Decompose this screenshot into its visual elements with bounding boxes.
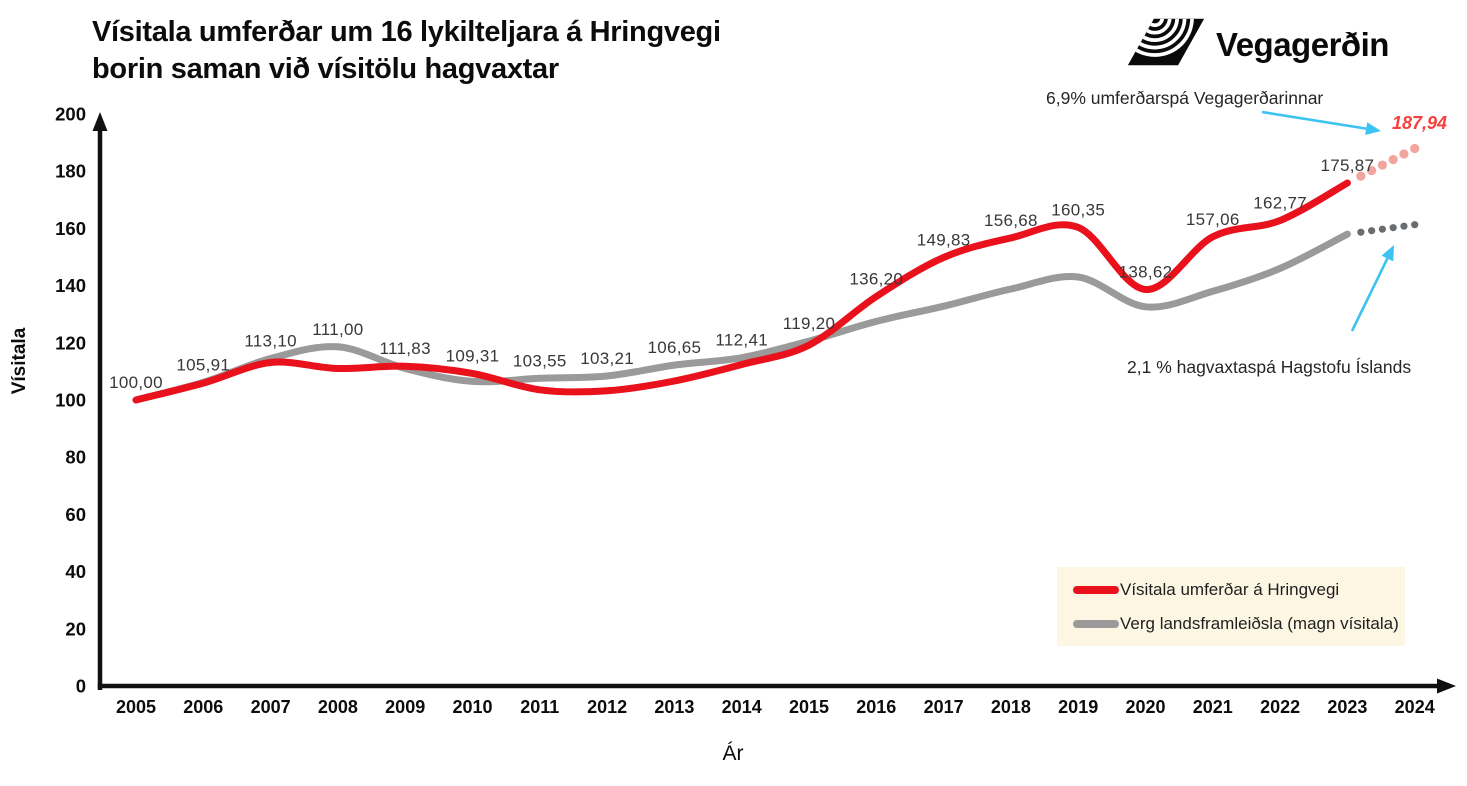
x-tick-label: 2018	[991, 697, 1031, 717]
x-tick-label: 2013	[654, 697, 694, 717]
traffic-forecast-dot	[1367, 165, 1377, 176]
gdp-forecast-dot	[1411, 221, 1419, 229]
chart-title: Vísitala umferðar um 16 lykilteljara á H…	[92, 14, 952, 88]
x-tick-label: 2014	[722, 697, 762, 717]
x-tick-label: 2023	[1327, 697, 1367, 717]
x-axis-title: Ár	[722, 742, 744, 765]
x-tick-label: 2005	[116, 697, 156, 717]
x-tick-label: 2006	[183, 697, 223, 717]
x-tick-label: 2010	[452, 697, 492, 717]
traffic-forecast-dot	[1388, 154, 1398, 165]
gdp-forecast-annotation: 2,1 % hagvaxtaspá Hagstofu Íslands	[1127, 357, 1412, 377]
data-label: 175,87	[1321, 156, 1375, 175]
data-label: 162,77	[1253, 193, 1307, 212]
legend-label-gdp: Verg landsframleiðsla (magn vísitala)	[1120, 613, 1399, 633]
traffic-line-path	[132, 179, 1351, 404]
chart-title-line2: borin saman við vísitölu hagvaxtar	[92, 53, 559, 86]
x-tick-label: 2007	[251, 697, 291, 717]
data-label: 112,41	[715, 331, 768, 350]
data-label: 100,00	[109, 373, 163, 392]
data-label: 109,31	[446, 346, 500, 365]
legend-item-traffic: Vísitala umferðar á Hringvegi	[1073, 580, 1405, 600]
x-tick-label: 2008	[318, 697, 358, 717]
x-tick-label: 2012	[587, 697, 627, 717]
y-tick-label: 120	[55, 332, 86, 353]
data-label: 156,68	[984, 211, 1038, 230]
legend-item-gdp: Verg landsframleiðsla (magn vísitala)	[1073, 614, 1405, 634]
x-tick-label: 2019	[1058, 697, 1098, 717]
x-tick-label: 2016	[856, 697, 896, 717]
gdp-forecast-dot	[1357, 228, 1365, 236]
vegagerdin-logo: Vegagerðin	[1126, 16, 1389, 73]
data-label: 138,62	[1119, 263, 1173, 282]
y-axis-title: Vísitala	[9, 327, 30, 395]
data-label: 160,35	[1051, 200, 1105, 219]
x-axis-arrowhead	[1437, 678, 1456, 694]
x-tick-label: 2021	[1193, 697, 1233, 717]
gdp-forecast-arrow-shaft	[1350, 257, 1389, 332]
data-label: 103,55	[513, 351, 567, 370]
logo-text: Vegagerðin	[1216, 25, 1389, 63]
legend: Vísitala umferðar á Hringvegi Verg lands…	[1057, 567, 1405, 646]
traffic-forecast-dot	[1377, 160, 1387, 170]
y-tick-label: 80	[65, 447, 86, 468]
traffic-forecast-dot	[1356, 171, 1366, 181]
data-label: 111,83	[380, 339, 431, 358]
y-tick-label: 20	[65, 618, 86, 639]
gdp-forecast-dot	[1389, 224, 1397, 232]
y-tick-label: 40	[65, 561, 86, 582]
traffic-forecast-value: 187,94	[1392, 113, 1448, 133]
y-tick-label: 0	[76, 676, 86, 697]
y-axis-arrowhead	[92, 112, 108, 131]
gdp-line-path	[132, 230, 1351, 404]
x-tick-label: 2017	[924, 697, 964, 717]
data-label: 157,06	[1186, 210, 1240, 229]
gdp-forecast-dot	[1378, 225, 1386, 233]
gdp-forecast-dot	[1400, 222, 1408, 230]
traffic-forecast-dot	[1410, 143, 1420, 154]
y-tick-label: 100	[55, 390, 86, 411]
traffic-forecast-annotation: 6,9% umferðarspá Vegagerðarinnar	[1046, 88, 1324, 108]
chart-title-line1: Vísitala umferðar um 16 lykilteljara á H…	[92, 16, 721, 48]
data-label: 111,00	[312, 320, 363, 339]
y-tick-label: 140	[55, 275, 86, 296]
traffic-forecast-arrow-shaft	[1261, 110, 1367, 130]
gdp-forecast-dot	[1368, 227, 1376, 235]
data-label: 105,91	[176, 355, 230, 374]
traffic-line-swatch	[1073, 585, 1119, 594]
y-tick-label: 180	[55, 161, 86, 182]
traffic-forecast-dot	[1399, 149, 1409, 159]
x-tick-label: 2011	[520, 697, 559, 717]
data-label: 119,20	[783, 314, 836, 333]
data-label: 106,65	[648, 338, 702, 357]
gdp-line-swatch	[1073, 619, 1119, 628]
data-label: 103,21	[580, 349, 634, 368]
x-tick-label: 2009	[385, 697, 425, 717]
vegagerdin-stripes-icon	[1126, 16, 1206, 73]
x-tick-label: 2022	[1260, 697, 1300, 717]
gdp-forecast-arrow-head	[1381, 245, 1394, 262]
data-label: 136,20	[849, 269, 903, 288]
x-tick-label: 2020	[1125, 697, 1165, 717]
data-label: 113,10	[244, 332, 297, 351]
x-tick-label: 2015	[789, 697, 829, 717]
x-tick-label: 2024	[1395, 697, 1435, 717]
y-tick-label: 200	[55, 104, 86, 125]
y-tick-label: 160	[55, 218, 86, 239]
legend-label-traffic: Vísitala umferðar á Hringvegi	[1120, 579, 1340, 599]
traffic-forecast-arrow-head	[1365, 122, 1381, 136]
data-label: 149,83	[917, 230, 971, 249]
y-tick-label: 60	[65, 504, 86, 525]
